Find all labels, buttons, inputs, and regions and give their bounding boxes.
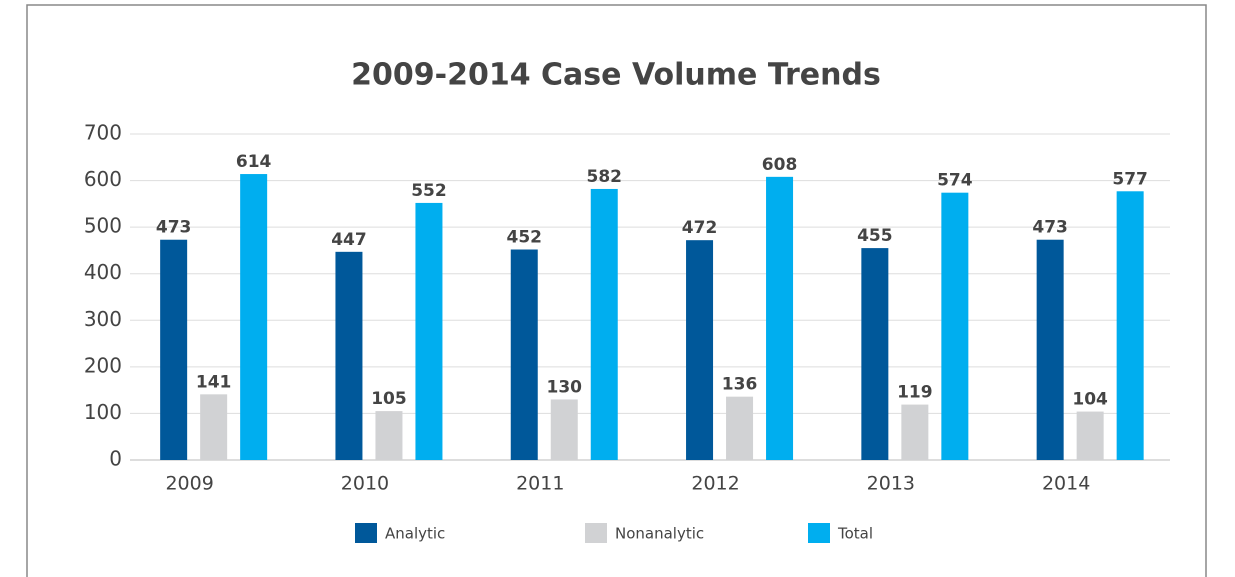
bar: [375, 411, 403, 460]
x-tick-label: 2009: [165, 473, 213, 495]
data-label: 577: [1112, 169, 1148, 189]
data-label: 130: [547, 377, 583, 397]
bar: [160, 239, 188, 460]
y-tick-label: 500: [84, 214, 122, 238]
y-tick-label: 700: [84, 121, 122, 145]
bar: [550, 399, 578, 460]
bar: [901, 404, 929, 460]
bar: [686, 240, 714, 460]
data-label: 574: [937, 171, 973, 191]
data-label: 104: [1072, 390, 1108, 410]
data-label: 582: [587, 167, 623, 187]
data-label: 105: [371, 389, 407, 409]
legend-swatch: [355, 523, 377, 543]
data-label: 447: [331, 230, 367, 250]
y-tick-label: 0: [109, 447, 122, 471]
x-tick-label: 2013: [867, 473, 915, 495]
legend-label: Nonanalytic: [615, 525, 704, 543]
y-tick-label: 600: [84, 167, 122, 191]
data-label: 455: [857, 226, 893, 246]
bar: [861, 248, 889, 460]
data-label: 608: [762, 155, 798, 175]
bar: [1036, 239, 1064, 460]
data-label: 552: [411, 181, 447, 201]
y-tick-label: 100: [84, 400, 122, 424]
y-tick-label: 400: [84, 260, 122, 284]
legend-swatch: [808, 523, 830, 543]
bar: [766, 176, 794, 461]
data-label: 141: [196, 372, 232, 392]
bar: [335, 251, 363, 460]
bar: [415, 202, 443, 460]
x-tick-label: 2010: [341, 473, 389, 495]
legend-swatch: [585, 523, 607, 543]
data-label: 473: [1032, 218, 1068, 238]
bar: [240, 174, 268, 460]
bar: [941, 192, 969, 460]
bar: [1116, 191, 1144, 461]
bar: [590, 188, 618, 460]
legend-label: Total: [837, 525, 873, 543]
x-tick-label: 2011: [516, 473, 564, 495]
y-tick-label: 300: [84, 307, 122, 331]
frame: [26, 4, 1207, 577]
data-label: 136: [722, 375, 758, 395]
data-label: 614: [236, 152, 272, 172]
data-label: 473: [156, 218, 192, 238]
data-label: 472: [682, 218, 718, 238]
y-tick-label: 200: [84, 353, 122, 377]
bar: [510, 249, 538, 460]
legend-label: Analytic: [385, 525, 445, 543]
bar: [726, 396, 754, 460]
bar: [200, 394, 228, 460]
x-tick-label: 2012: [691, 473, 739, 495]
bar: [1076, 411, 1104, 460]
data-label: 119: [897, 383, 933, 403]
chart-title: 2009-2014 Case Volume Trends: [351, 58, 881, 93]
x-tick-label: 2014: [1042, 473, 1090, 495]
data-label: 452: [507, 227, 543, 247]
